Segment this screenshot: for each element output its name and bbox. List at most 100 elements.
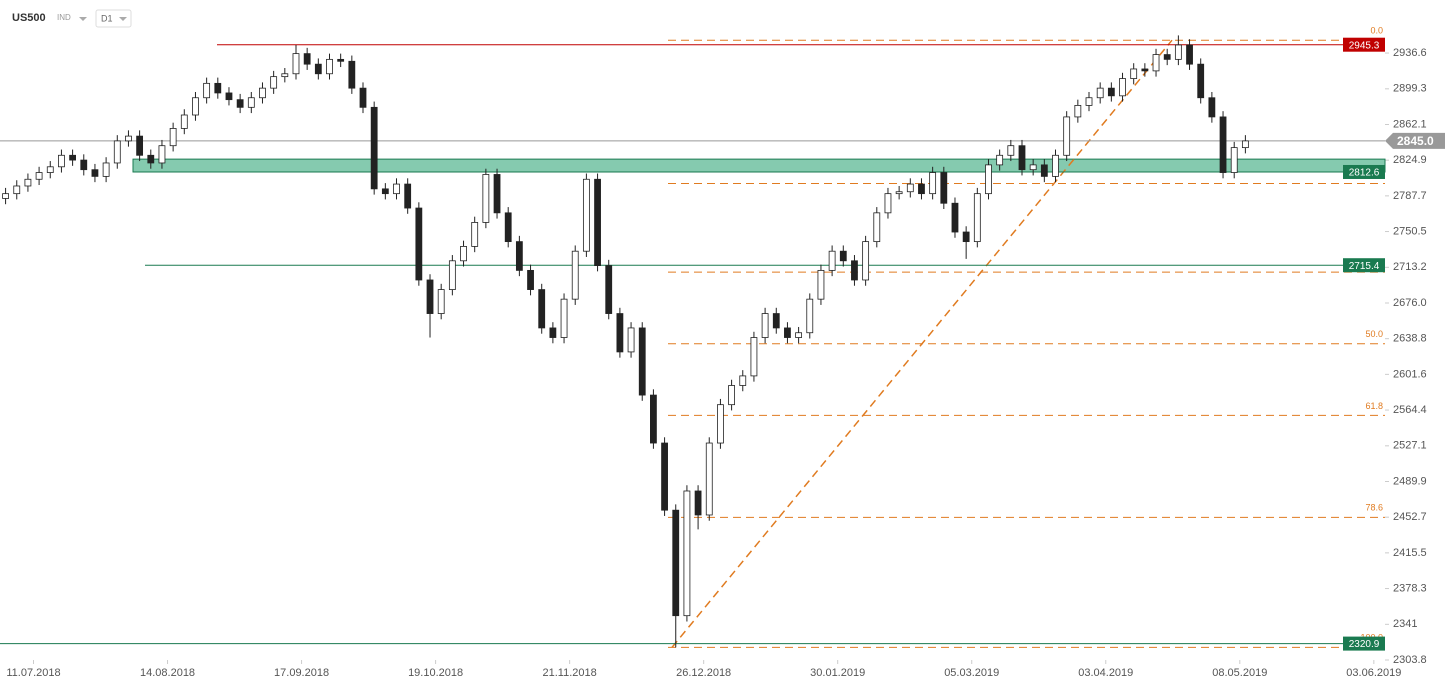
candle-body <box>69 154 77 161</box>
price-tag <box>1343 636 1385 651</box>
candle-body <box>839 250 847 262</box>
candle-body <box>259 87 266 99</box>
candle-body <box>1119 78 1126 97</box>
candle-body <box>795 332 803 338</box>
candle-body <box>281 73 289 78</box>
candle-body <box>1152 54 1160 72</box>
price-tag-label: 2845.0 <box>1397 134 1434 148</box>
candle-body <box>91 169 99 177</box>
candle-body <box>962 231 970 243</box>
x-tick-label: 17.09.2018 <box>274 667 329 679</box>
candle-body <box>873 212 881 243</box>
candle-body <box>806 298 814 334</box>
x-tick-label: 05.03.2019 <box>944 667 999 679</box>
candle-body <box>46 166 54 173</box>
candle-body <box>1230 147 1238 173</box>
y-tick-label: 2489.9 <box>1393 475 1427 487</box>
candle-body <box>1107 87 1115 97</box>
candle-body <box>192 97 199 116</box>
candle-body <box>728 385 735 406</box>
candle-body <box>582 178 590 252</box>
candle-body <box>638 327 646 396</box>
candle-body <box>482 174 490 223</box>
fib-label: 61.8 <box>1365 401 1383 411</box>
candle-body <box>113 140 121 164</box>
candle-body <box>348 60 356 89</box>
candle-body <box>270 76 278 89</box>
candle-body <box>158 145 166 164</box>
candle-body <box>448 260 456 290</box>
candle-body <box>1007 145 1015 156</box>
market[interactable]: IND <box>57 13 71 22</box>
candle-body <box>973 193 981 243</box>
candle-body <box>549 327 557 338</box>
x-tick-label: 03.04.2019 <box>1078 667 1133 679</box>
price-tag <box>1385 132 1445 149</box>
candle-body <box>705 442 713 516</box>
price-tag-label: 2715.4 <box>1349 261 1380 272</box>
candle-body <box>493 174 501 214</box>
candle-body <box>381 188 389 195</box>
candle-body <box>314 63 322 75</box>
candle-body <box>895 191 903 195</box>
candle-body <box>58 154 65 168</box>
candle-body <box>761 313 769 338</box>
candle-body <box>13 185 21 195</box>
candle-body <box>370 106 378 190</box>
y-tick-label: 2638.8 <box>1393 333 1427 345</box>
interval[interactable]: D1 <box>101 13 113 23</box>
fib-label: 0.0 <box>1370 26 1383 36</box>
y-tick-label: 2676.0 <box>1393 297 1427 309</box>
candle-body <box>326 58 333 75</box>
price-tag-label: 2812.6 <box>1349 168 1380 179</box>
candle-body <box>694 490 702 516</box>
candle-body <box>538 289 546 329</box>
candle-body <box>125 135 132 142</box>
y-tick-label: 2303.8 <box>1393 654 1427 666</box>
y-tick-label: 2899.3 <box>1393 83 1427 95</box>
candle-body <box>650 394 657 444</box>
candle-body <box>1018 145 1026 171</box>
candle-body <box>594 178 601 266</box>
symbol: US500 <box>12 12 46 24</box>
candle-body <box>1085 97 1093 106</box>
y-tick-label: 2341 <box>1393 618 1417 630</box>
candle-body <box>884 193 892 214</box>
x-tick-label: 14.08.2018 <box>140 667 195 679</box>
price-tag <box>1343 258 1385 273</box>
candle-body <box>828 250 836 271</box>
candle-body <box>460 246 467 262</box>
candle-body <box>225 92 233 101</box>
candle-body <box>1130 68 1138 79</box>
candle-body <box>1241 140 1249 149</box>
price-tag <box>1343 164 1385 179</box>
candle-body <box>906 183 914 193</box>
fib-label: 78.6 <box>1365 503 1383 513</box>
interval-box[interactable] <box>95 9 132 28</box>
price-tag-label: 2945.3 <box>1349 40 1380 51</box>
candle-body <box>929 172 937 195</box>
x-tick-label: 08.05.2019 <box>1212 667 1267 679</box>
x-tick-label: 21.11.2018 <box>543 667 597 679</box>
candle-body <box>571 250 579 300</box>
y-tick-label: 2452.7 <box>1393 511 1427 523</box>
y-tick-label: 2415.5 <box>1393 547 1427 559</box>
y-tick-label: 2713.2 <box>1393 261 1427 273</box>
candle-body <box>661 442 668 511</box>
candle-body <box>236 99 244 108</box>
candle-body <box>1197 63 1205 99</box>
x-tick-label: 19.10.2018 <box>408 667 463 679</box>
candle-body <box>1074 105 1082 118</box>
candle-body <box>292 53 300 75</box>
candle-body <box>784 327 791 338</box>
candle-body <box>1174 44 1182 60</box>
fib-label: 50.0 <box>1365 329 1383 339</box>
candle-body <box>337 58 345 62</box>
price-tag-label: 2320.9 <box>1349 639 1380 650</box>
candle-body <box>303 53 311 65</box>
candle-body <box>35 172 43 180</box>
candle-body <box>136 135 144 156</box>
candle-body <box>1163 54 1171 60</box>
price-tag <box>1343 37 1385 52</box>
